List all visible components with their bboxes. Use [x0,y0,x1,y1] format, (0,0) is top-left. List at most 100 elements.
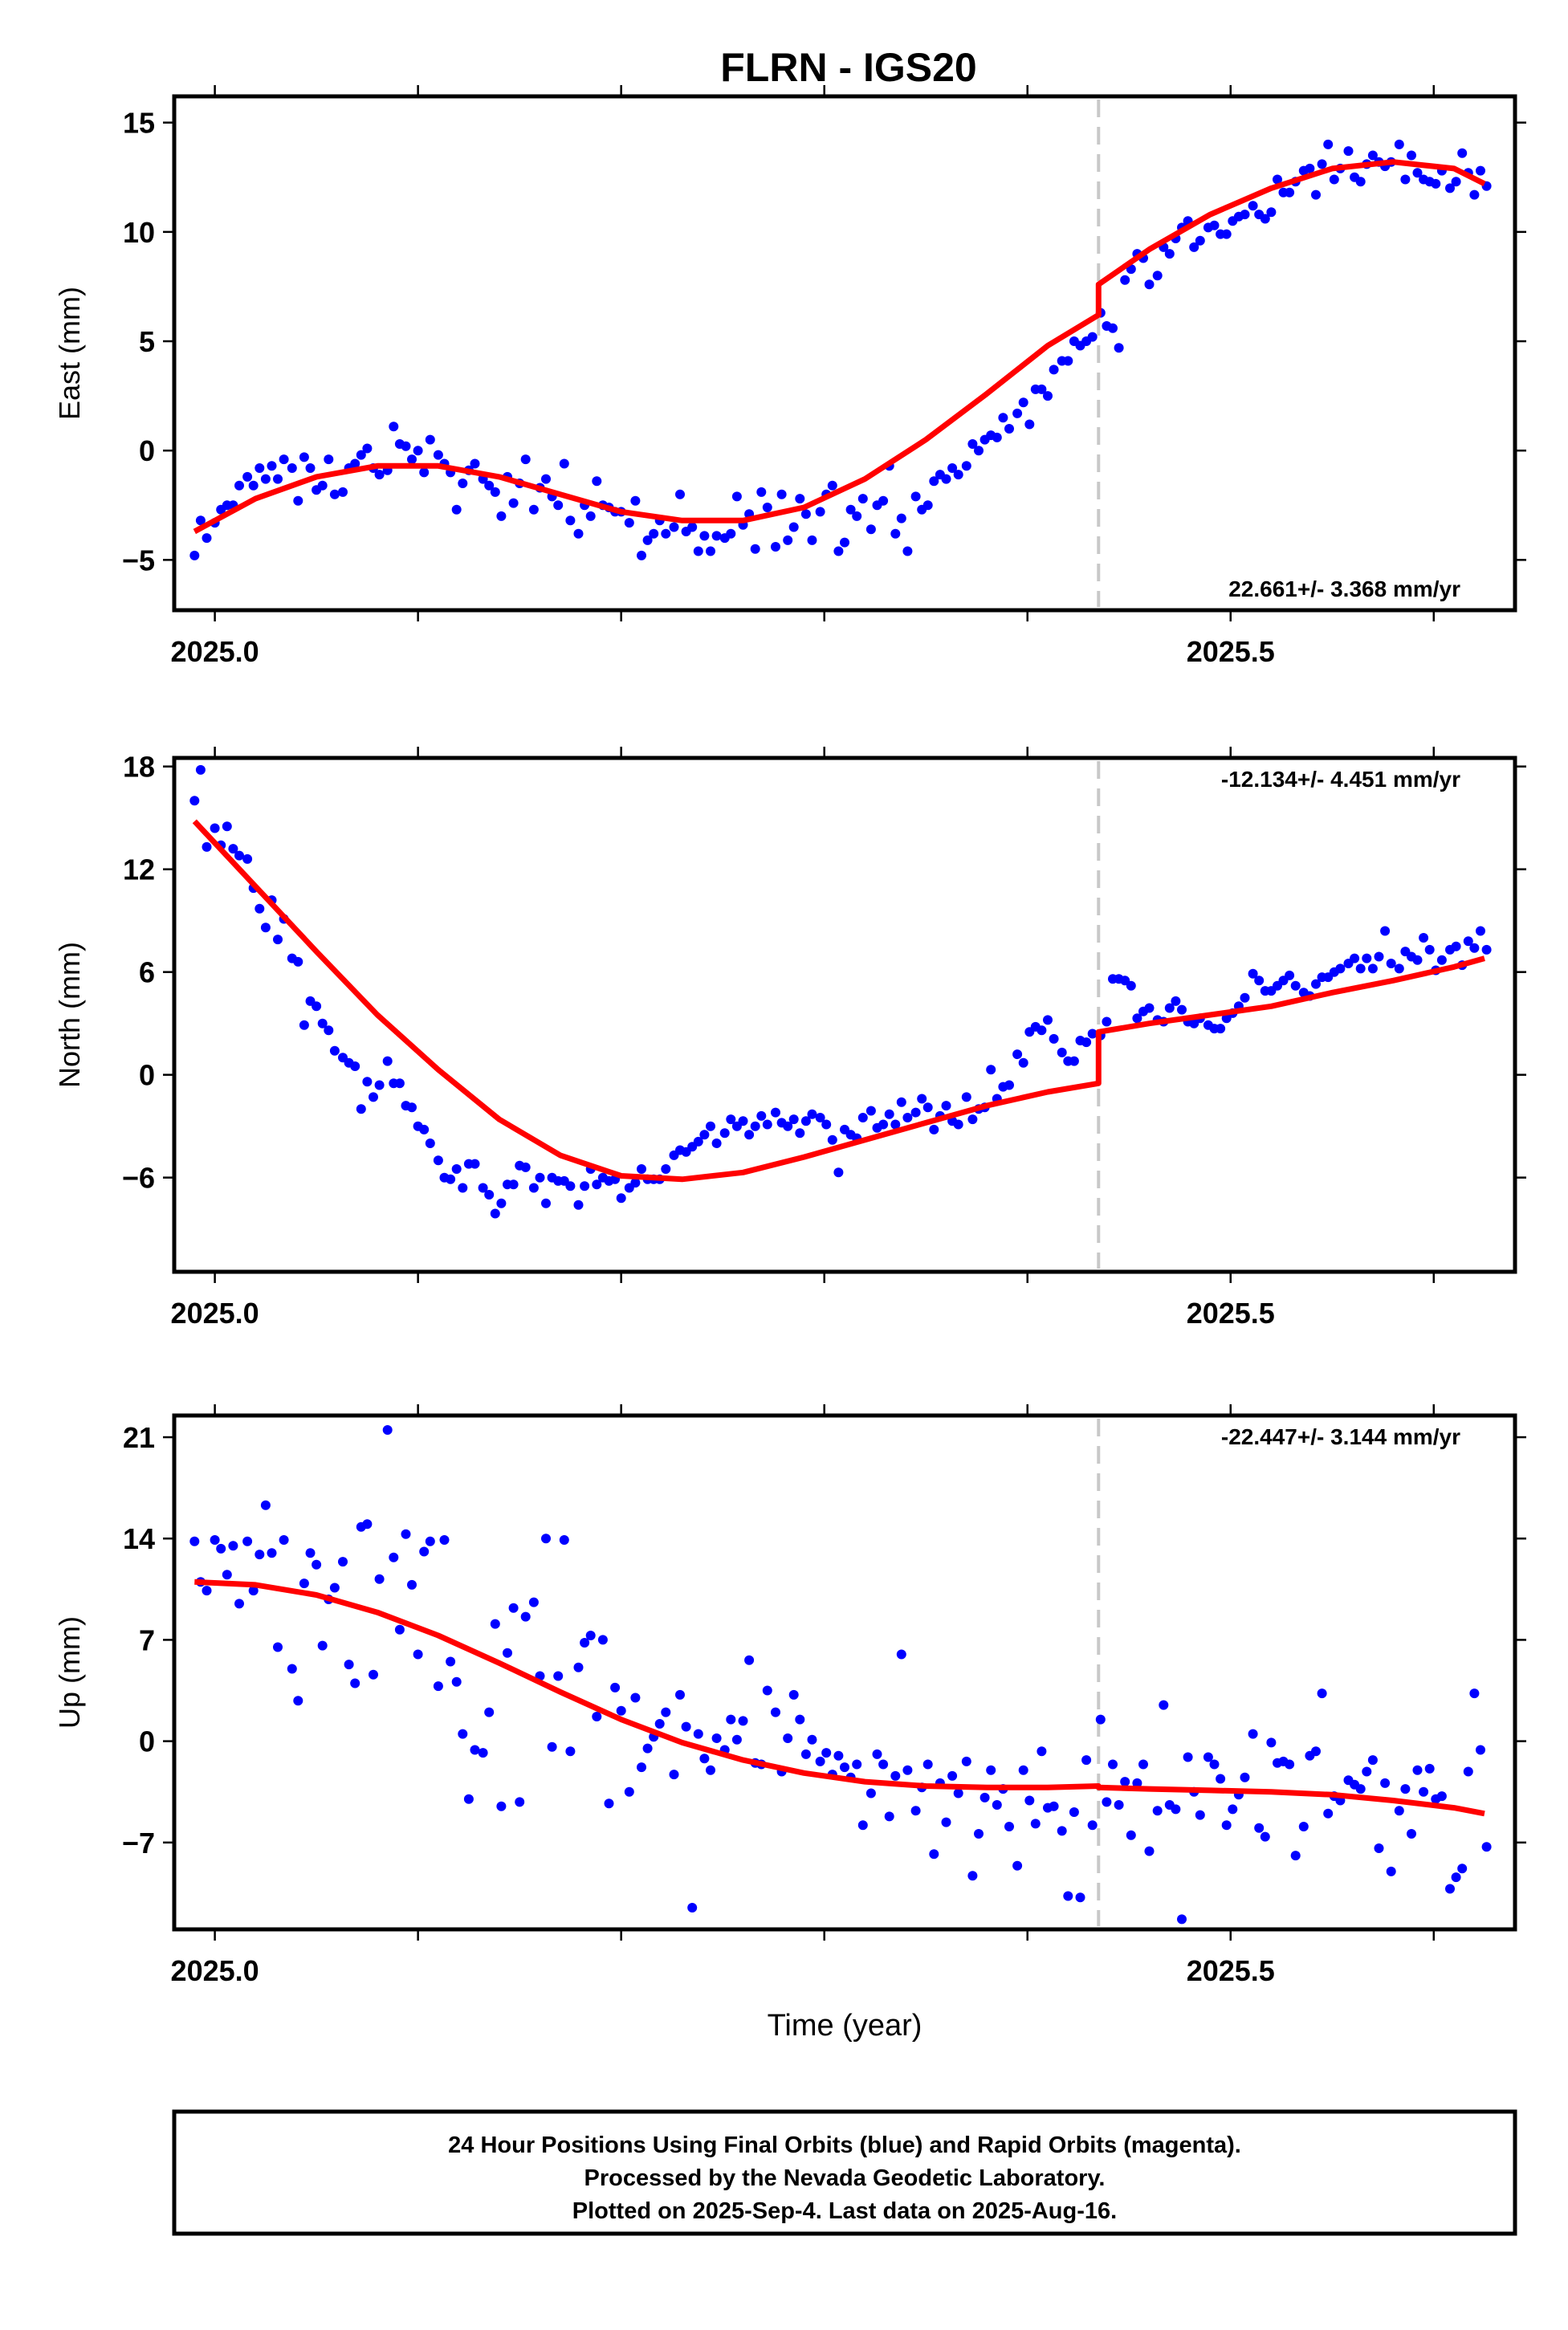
data-point [637,550,646,560]
data-point [922,1759,933,1770]
data-point [1069,1807,1079,1817]
data-point [1386,959,1396,968]
data-point [1120,275,1130,285]
data-point [1102,1016,1112,1027]
data-point [1400,174,1411,185]
data-point [815,507,825,517]
data-point [463,1794,474,1804]
data-point [910,1107,921,1118]
data-point [750,544,760,554]
data-point [771,1707,780,1717]
data-point [559,458,569,469]
data-point [1081,1037,1092,1048]
data-point [541,474,551,484]
data-point [827,480,837,491]
data-point [706,1765,715,1775]
data-point [630,1693,641,1703]
data-point [1248,201,1258,211]
data-point [255,903,265,914]
data-point [305,1548,316,1558]
panel-east: 2025.0 2025.5 −5 0 5 10 15 East (mm) 22.661+/- 3… [53,85,1526,668]
data-point [1024,1795,1035,1806]
data-point [317,1640,328,1651]
data-point [1329,174,1339,185]
data-point [350,1061,360,1071]
data-point [1012,1049,1023,1060]
data-point [484,1707,495,1717]
data-point [1189,242,1199,252]
data-point [520,454,531,465]
data-point [1152,1806,1163,1816]
data-point [1436,1791,1447,1802]
data-point [273,474,283,484]
data-point [917,1094,927,1104]
data-point [1476,165,1485,176]
data-point [642,535,653,545]
data-point [541,1198,551,1208]
data-point [910,1806,921,1816]
data-point [1209,1759,1220,1770]
data-point [1254,976,1265,986]
data-point [1108,1759,1118,1770]
data-point [974,1829,984,1839]
data-point [580,1181,590,1191]
data-point [1132,1778,1142,1788]
y-tick-label: −5 [122,544,155,576]
data-point [1102,1797,1112,1807]
data-point [1037,1025,1047,1036]
data-point [222,821,232,832]
data-point [559,1535,569,1545]
footer-box: 24 Hour Positions Using Final Orbits (bl… [172,2109,1517,2236]
data-point [1362,1766,1372,1777]
data-point [902,1765,913,1775]
data-point [592,1179,602,1190]
data-point [967,439,978,449]
data-point [845,504,856,515]
data-point [407,1102,417,1113]
data-point [1195,1810,1205,1820]
data-point [1305,163,1315,173]
data-point [711,1733,722,1743]
data-point [369,1092,378,1102]
data-point [528,1183,539,1193]
data-point [974,446,984,456]
data-point [592,476,602,487]
data-point [1290,1851,1301,1861]
data-point [833,1750,844,1761]
data-point [356,1104,366,1114]
data-point [585,1631,596,1640]
data-point [1311,979,1321,989]
data-point [1216,1024,1226,1034]
data-point [1132,1013,1142,1024]
data-point [478,1748,488,1758]
data-point [1436,955,1447,965]
data-point [1126,980,1136,991]
data-point [1260,1831,1270,1842]
data-point [1412,168,1423,178]
data-point [305,463,316,473]
data-point [738,1116,748,1126]
data-point [312,1001,322,1012]
panel-frame [172,1413,1517,1932]
data-point [547,1741,557,1752]
data-point [299,1020,309,1030]
data-point [484,1190,495,1200]
data-point [389,422,399,432]
data-point [1367,1755,1378,1766]
data-point [1018,397,1028,408]
data-point [425,1536,435,1546]
data-point [1057,1047,1067,1057]
data-point [413,1649,423,1660]
data-point [1012,1860,1023,1871]
data-point [195,764,206,775]
data-point [1057,1826,1067,1836]
data-point [624,1786,634,1797]
data-point [279,454,289,465]
data-point [1343,146,1354,157]
data-point [234,850,244,861]
data-point [1144,1846,1155,1856]
data-point [1298,1822,1309,1831]
data-point [439,1535,450,1545]
data-point [1043,391,1053,401]
data-point [508,498,519,508]
